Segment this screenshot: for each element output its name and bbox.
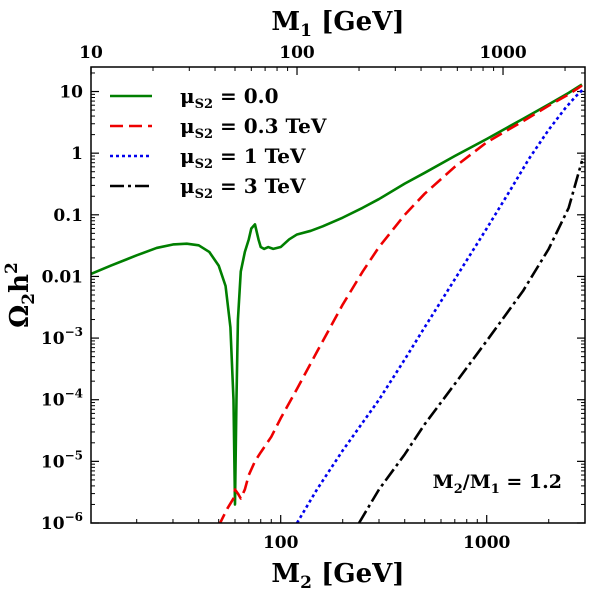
x-tick-label: 1000 [463, 533, 510, 553]
legend-label-2: μS2 = 0.3 TeV [180, 114, 327, 142]
ratio-annotation: M2/M1 = 1.2 [433, 471, 562, 497]
y-tick-label: 10−4 [41, 387, 83, 411]
series-line-1 [91, 83, 583, 506]
y-tick-label: 10−5 [41, 448, 83, 472]
series-line-3 [295, 88, 585, 523]
y-tick-label: 10 [59, 83, 83, 103]
y-tick-label: 10−3 [41, 325, 83, 349]
y-tick-label: 0.1 [53, 206, 83, 226]
legend-label-4: μS2 = 3 TeV [180, 174, 306, 202]
top-tick-label: 10 [79, 43, 103, 63]
x-axis-title-bottom: M2 [GeV] [271, 559, 404, 590]
series-line-2 [218, 84, 583, 523]
series-line-4 [357, 160, 584, 523]
y-axis-title: Ω2h2 [2, 262, 39, 328]
legend-label-3: μS2 = 1 TeV [180, 144, 306, 172]
series-layer [91, 83, 585, 523]
tick-labels: 100 1000 10 100 1000 10 1 0.1 0.01 10−3 10−4 10−5 10… [41, 43, 527, 553]
y-tick-label: 1 [71, 144, 83, 164]
y-tick-label: 0.01 [42, 267, 83, 287]
legend-label-1: μS2 = 0.0 [180, 84, 279, 112]
plot-frame [90, 66, 586, 524]
top-tick-label: 1000 [479, 43, 526, 63]
y-tick-label: 10−6 [41, 510, 83, 534]
top-tick-label: 100 [279, 43, 315, 63]
x-axis-title-top: M1 [GeV] [271, 7, 404, 41]
x-tick-label: 100 [263, 533, 299, 553]
